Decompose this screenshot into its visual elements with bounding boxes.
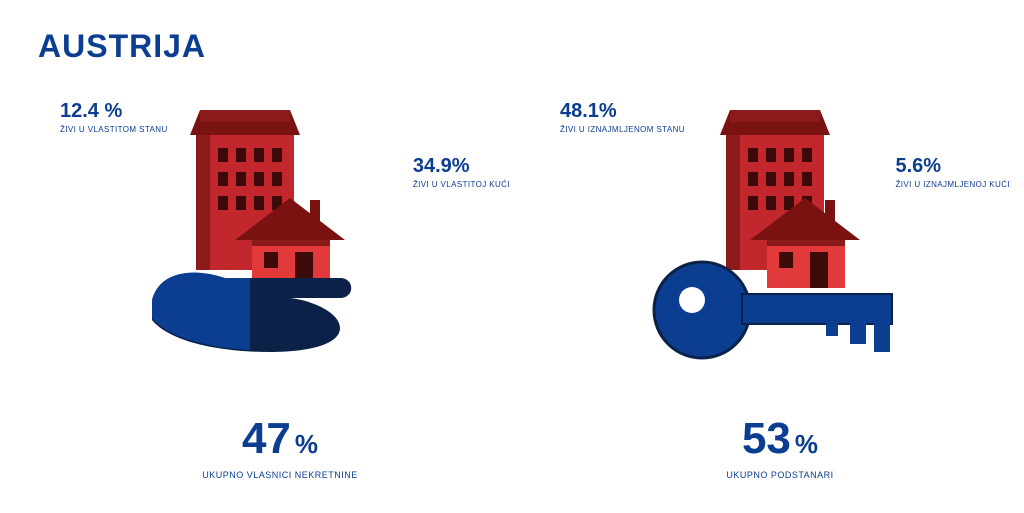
stat-label: ŽIVI U IZNAJMLJENOJ KUĆI <box>896 180 1011 189</box>
owners-total: 47% UKUPNO VLASNICI NEKRETNINE <box>60 414 500 480</box>
owners-stat-house: 34.9% ŽIVI U VLASTITOJ KUĆI <box>413 155 510 189</box>
hand-house-icon <box>140 100 400 360</box>
renters-stat-house: 5.6% ŽIVI U IZNAJMLJENOJ KUĆI <box>896 155 1011 189</box>
stat-label: ŽIVI U VLASTITOJ KUĆI <box>413 180 510 189</box>
total-number: 47 <box>242 414 291 464</box>
renters-total: 53% UKUPNO PODSTANARI <box>560 414 1000 480</box>
hand-icon <box>152 273 351 352</box>
total-number: 53 <box>742 414 791 464</box>
total-unit: % <box>795 429 818 459</box>
total-label: UKUPNO VLASNICI NEKRETNINE <box>60 470 500 480</box>
country-title: AUSTRIJA <box>38 28 206 65</box>
key-house-icon <box>650 100 910 360</box>
stat-percent: 5.6% <box>896 155 1011 178</box>
total-unit: % <box>295 429 318 459</box>
renters-panel: 48.1% ŽIVI U IZNAJMLJENOM STANU 5.6% ŽIV… <box>560 80 1000 500</box>
stat-percent: 34.9% <box>413 155 510 178</box>
total-label: UKUPNO PODSTANARI <box>560 470 1000 480</box>
owners-panel: 12.4 % ŽIVI U VLASTITOM STANU 34.9% ŽIVI… <box>60 80 500 500</box>
